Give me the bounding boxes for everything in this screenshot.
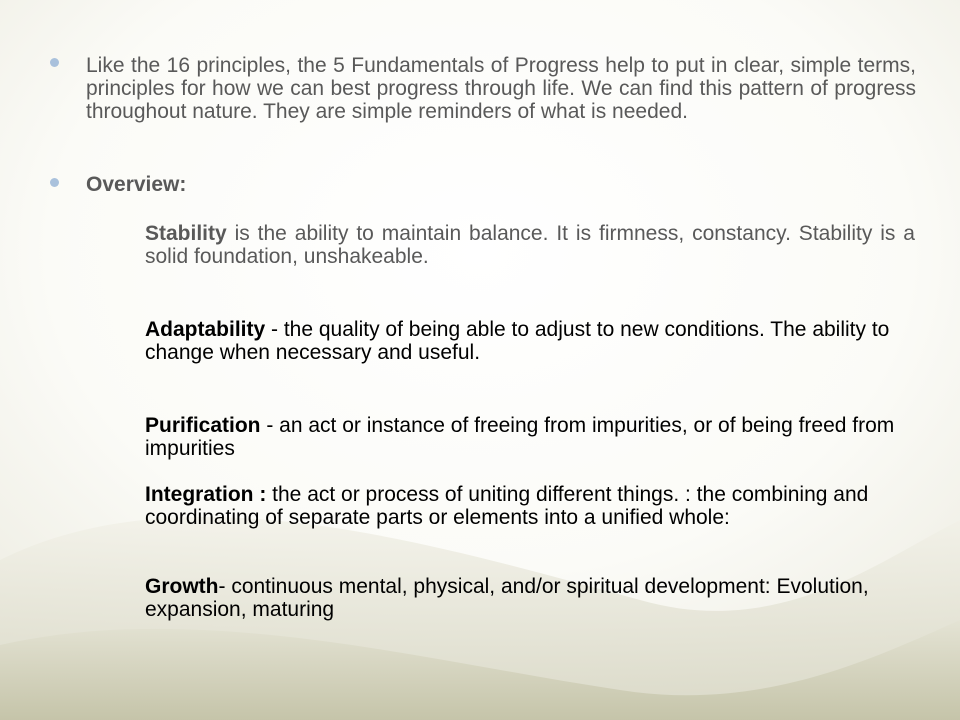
bullet-icon [50,58,59,67]
term-integration: Integration : [145,483,267,506]
definition-integration: Integration : the act or process of unit… [145,483,915,529]
definition-text: is the ability to maintain balance. It i… [145,222,915,268]
term-adaptability: Adaptability [145,318,266,341]
definition-text: - an act or instance of freeing from imp… [145,414,895,460]
bullet-icon [50,178,59,187]
term-stability: Stability [145,222,227,245]
definition-text: - continuous mental, physical, and/or sp… [145,575,869,621]
term-purification: Purification [145,414,261,437]
definition-growth: Growth- continuous mental, physical, and… [145,575,915,621]
definition-purification: Purification - an act or instance of fre… [145,414,915,460]
overview-heading: Overview: [86,173,187,196]
definition-text: - the quality of being able to adjust to… [145,318,890,364]
term-growth: Growth [145,575,219,598]
intro-paragraph: Like the 16 principles, the 5 Fundamenta… [86,54,916,123]
definition-text: the act or process of uniting different … [145,483,869,529]
definition-stability: Stability is the ability to maintain bal… [145,222,915,268]
definition-adaptability: Adaptability - the quality of being able… [145,318,915,364]
background-wave-dark [0,620,960,720]
